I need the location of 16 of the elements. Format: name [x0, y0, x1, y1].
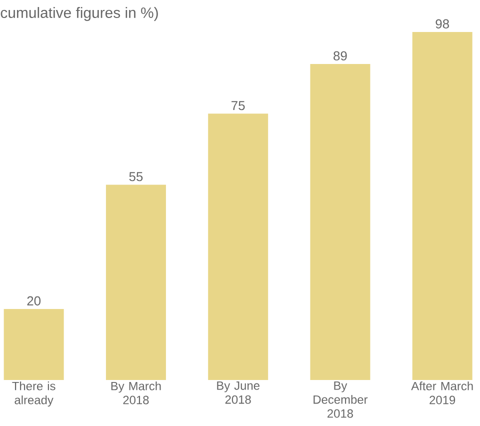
bar [310, 64, 370, 380]
x-tick-label: By December 2018 [314, 382, 368, 418]
x-tick-label: After March 2019 [411, 382, 473, 404]
bar [412, 32, 472, 380]
data-label: 75 [232, 101, 245, 110]
x-tick-label: By June 2018 [217, 382, 260, 404]
bar [106, 184, 166, 380]
chart-title: cumulative figures in %) [0, 7, 158, 21]
data-label: 89 [334, 51, 347, 60]
x-tick-label: By March 2018 [111, 382, 161, 404]
x-tick-label: There is already [12, 382, 56, 407]
data-label: 20 [27, 296, 41, 306]
data-label: 55 [129, 172, 143, 182]
bar [208, 114, 268, 380]
bar [4, 308, 64, 380]
data-label: 98 [436, 19, 449, 28]
